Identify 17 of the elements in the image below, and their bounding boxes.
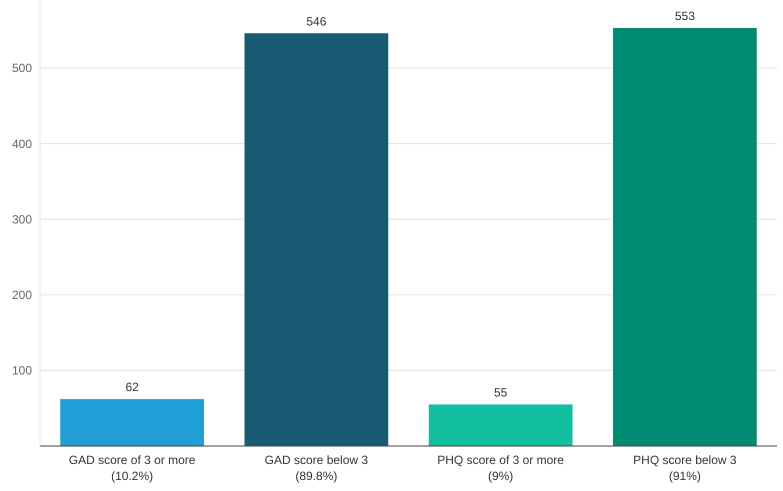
bar — [244, 33, 388, 446]
x-tick-label: PHQ score of 3 or more (9%) — [437, 453, 564, 483]
y-tick-label: 100 — [12, 364, 32, 378]
y-tick-label: 400 — [12, 136, 32, 151]
x-tick-label: PHQ score below 3 (91%) — [633, 453, 737, 483]
bar — [60, 399, 204, 446]
bar — [428, 404, 572, 446]
y-tick-label: 200 — [12, 288, 32, 302]
data-label: 62 — [125, 380, 140, 394]
y-tick-label: 300 — [12, 212, 32, 226]
data-label: 553 — [674, 8, 696, 23]
y-tick-label: 500 — [12, 61, 32, 76]
x-tick-label: GAD score of 3 or more (10.2%) — [68, 453, 196, 483]
data-label: 55 — [494, 385, 508, 400]
bar — [613, 28, 757, 446]
x-tick-label: GAD score below 3 (89.8%) — [264, 453, 368, 483]
data-label: 546 — [306, 14, 327, 28]
